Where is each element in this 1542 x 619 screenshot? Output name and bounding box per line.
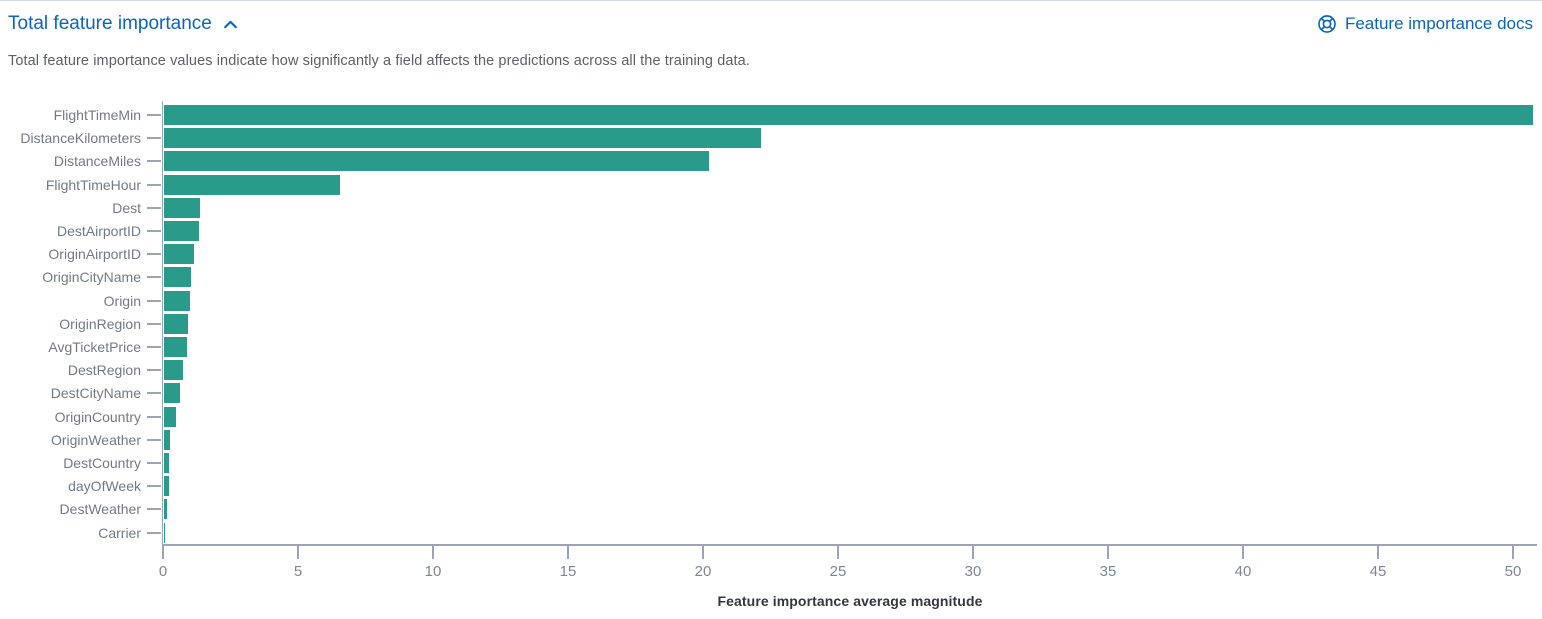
y-axis-label-DistanceMiles: DistanceMiles — [53, 153, 141, 170]
x-axis-tick-label: 30 — [964, 563, 982, 580]
x-axis-tick — [432, 545, 434, 559]
y-axis-label-FlightTimeHour: FlightTimeHour — [45, 176, 141, 193]
bar-DestCityName — [164, 383, 181, 404]
bar-DestCountry — [164, 453, 169, 473]
bar-dayOfWeek — [164, 476, 169, 497]
x-axis-tick-label: 20 — [694, 563, 712, 580]
y-axis-label-DistanceKilometers: DistanceKilometers — [20, 130, 141, 147]
y-axis-tick — [147, 392, 161, 395]
total-feature-importance-toggle[interactable]: Total feature importance — [8, 13, 239, 35]
y-axis-tick — [147, 206, 161, 209]
x-axis-tick-label: 0 — [158, 563, 168, 580]
bar-FlightTimeHour — [164, 174, 340, 195]
bar-DestWeather — [164, 499, 168, 520]
bar-Origin — [164, 290, 190, 311]
y-axis-label-DestWeather: DestWeather — [59, 501, 141, 518]
y-axis-label-dayOfWeek: dayOfWeek — [68, 478, 141, 495]
y-axis-tick — [147, 322, 161, 325]
x-axis-title: Feature importance average magnitude — [717, 593, 983, 609]
y-axis-label-Origin: Origin — [103, 292, 141, 309]
y-axis-tick — [147, 438, 161, 441]
y-axis-label-DestAirportID: DestAirportID — [56, 223, 141, 239]
x-axis-tick-label: 35 — [1099, 563, 1117, 580]
x-axis-tick — [1242, 545, 1244, 559]
y-axis-label-OriginAirportID: OriginAirportID — [48, 246, 141, 263]
panel-description: Total feature importance values indicate… — [8, 53, 750, 69]
y-axis-tick — [147, 137, 161, 140]
bar-DestAirportID — [164, 221, 200, 241]
y-axis-label-AvgTicketPrice: AvgTicketPrice — [48, 339, 141, 355]
y-axis-tick — [147, 508, 161, 511]
x-axis-tick — [702, 545, 704, 559]
y-axis-tick — [147, 462, 161, 464]
bar-FlightTimeMin — [164, 105, 1533, 125]
chevron-up-icon — [222, 16, 239, 33]
docs-link-label: Feature importance docs — [1344, 14, 1533, 33]
bar-Dest — [164, 197, 201, 218]
y-axis-label-Carrier: Carrier — [98, 524, 141, 541]
x-axis-tick — [1512, 545, 1514, 559]
x-axis-tick-label: 10 — [424, 563, 442, 580]
y-axis-label-OriginCityName: OriginCityName — [42, 269, 141, 286]
x-axis-line — [161, 544, 1537, 546]
y-axis-label-OriginRegion: OriginRegion — [59, 315, 141, 332]
bar-DistanceMiles — [164, 151, 710, 172]
y-axis-line — [161, 101, 163, 544]
x-axis-tick — [567, 545, 569, 559]
x-axis-tick — [972, 545, 974, 559]
y-axis-tick — [147, 230, 161, 232]
bar-OriginAirportID — [164, 244, 194, 265]
bar-OriginCountry — [164, 406, 177, 427]
y-axis-tick — [147, 415, 161, 418]
y-axis-label-OriginCountry: OriginCountry — [54, 408, 141, 425]
bar-Carrier — [164, 522, 166, 543]
x-axis-tick — [162, 545, 164, 559]
y-axis-label-FlightTimeMin: FlightTimeMin — [53, 107, 141, 123]
y-axis-label-DestRegion: DestRegion — [67, 362, 141, 379]
section-title: Total feature importance — [8, 13, 212, 34]
y-axis-tick — [147, 369, 161, 372]
y-axis-label-DestCountry: DestCountry — [63, 455, 141, 471]
x-axis-tick-label: 25 — [829, 563, 847, 580]
y-axis-tick — [147, 299, 161, 302]
y-axis-label-DestCityName: DestCityName — [50, 385, 141, 402]
y-axis-tick — [147, 485, 161, 488]
y-axis-tick — [147, 253, 161, 256]
x-axis-tick — [1377, 545, 1379, 559]
x-axis-tick-label: 5 — [293, 563, 303, 580]
bar-OriginCityName — [164, 267, 191, 288]
y-axis-label-Dest: Dest — [112, 199, 141, 216]
help-lifering-icon — [1317, 14, 1337, 34]
y-axis-label-OriginWeather: OriginWeather — [50, 431, 141, 448]
bar-DistanceKilometers — [164, 128, 761, 149]
bar-AvgTicketPrice — [164, 337, 187, 357]
y-axis-tick — [147, 276, 161, 279]
feature-importance-docs-link[interactable]: Feature importance docs — [1317, 14, 1533, 34]
x-axis-tick — [297, 545, 299, 559]
x-axis-tick — [837, 545, 839, 559]
y-axis-tick — [147, 531, 161, 534]
y-axis-tick — [147, 346, 161, 348]
x-axis-tick-label: 45 — [1369, 563, 1387, 580]
bar-OriginRegion — [164, 313, 189, 334]
x-axis-tick — [1107, 545, 1109, 559]
x-axis-tick-label: 15 — [559, 563, 577, 580]
bar-DestRegion — [164, 360, 184, 381]
bar-OriginWeather — [164, 429, 170, 450]
y-axis-tick — [147, 183, 161, 186]
y-axis-tick — [147, 114, 161, 116]
x-axis-tick-label: 50 — [1504, 563, 1522, 580]
y-axis-tick — [147, 160, 161, 163]
x-axis-tick-label: 40 — [1234, 563, 1252, 580]
